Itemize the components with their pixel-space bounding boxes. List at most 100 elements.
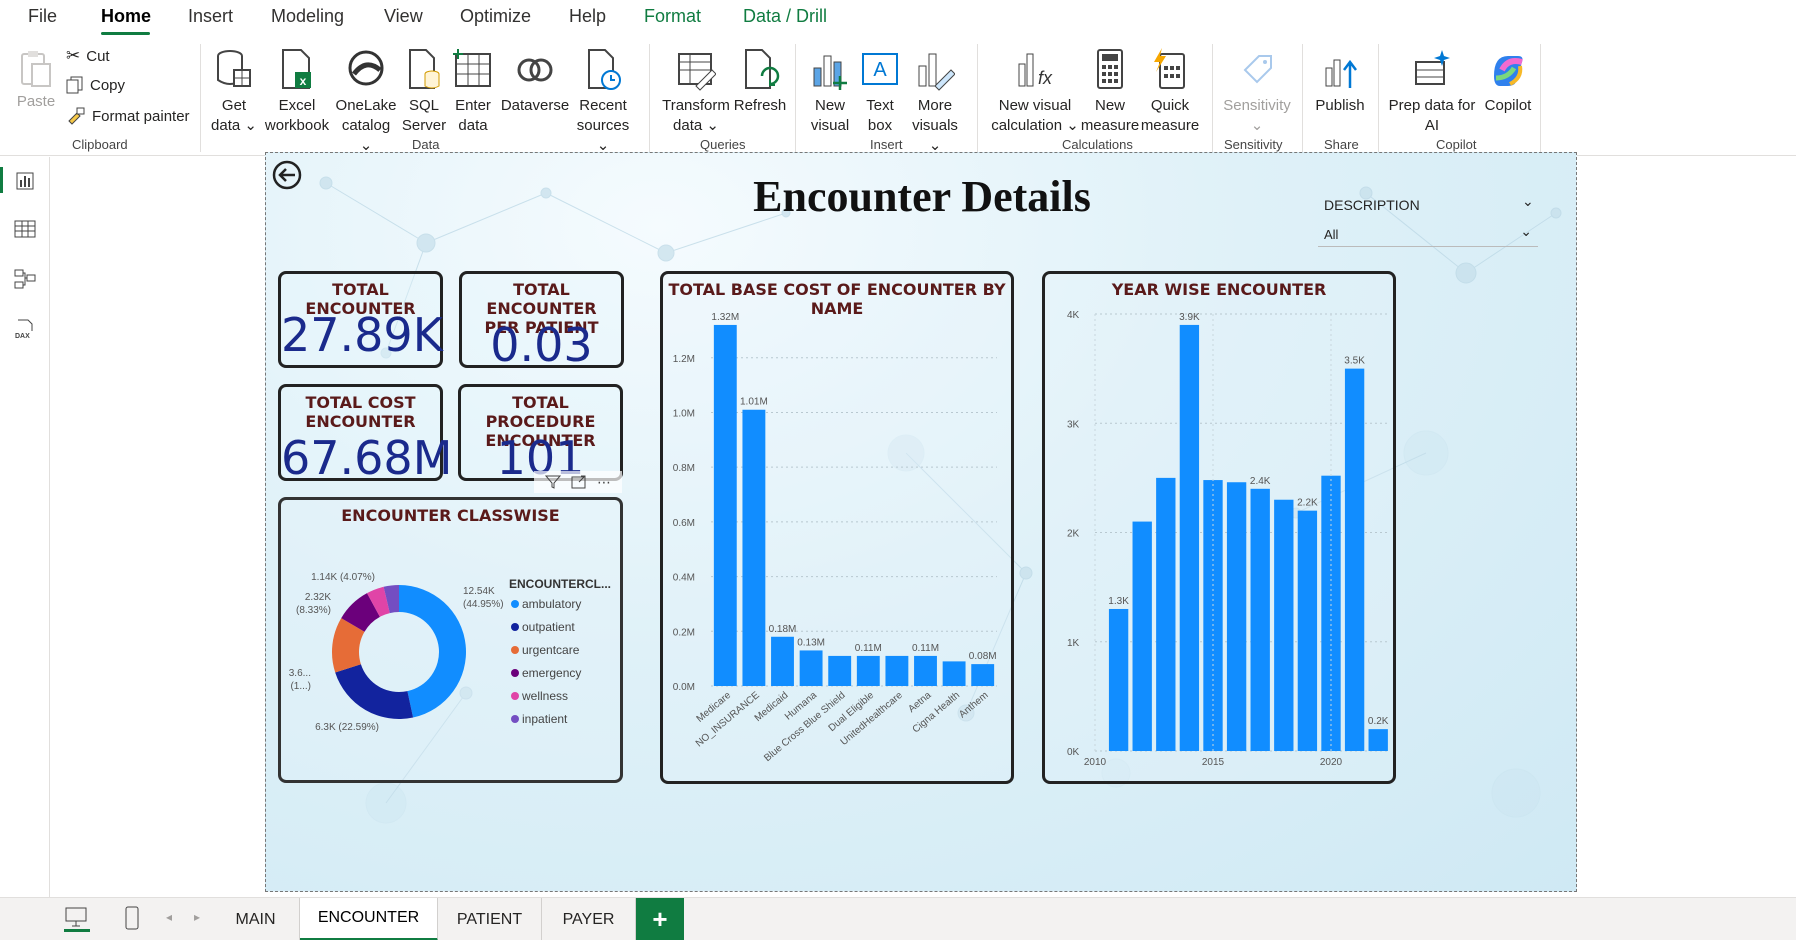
prep-data-for-ai-button[interactable]: Prep data for AI bbox=[1384, 48, 1480, 136]
kpi-card-encounter-per-patient[interactable]: TOTAL ENCOUNTER PER PATIENT 0.03 bbox=[459, 271, 624, 372]
menu-optimize[interactable]: Optimize bbox=[460, 6, 532, 26]
page-tab-encounter[interactable]: ENCOUNTER bbox=[300, 898, 438, 940]
recent-sources-button[interactable]: Recent sources ⌄ bbox=[570, 48, 636, 156]
card-title-line-1: TOTAL ENCOUNTER bbox=[486, 280, 597, 318]
bar-chart-icon bbox=[16, 172, 34, 190]
card-title-line-1: TOTAL PROCEDURE bbox=[485, 393, 596, 431]
desktop-layout-button[interactable] bbox=[64, 906, 90, 932]
kpi-card-total-procedure-encounter[interactable]: TOTAL PROCEDURE ENCOUNTER 101 bbox=[458, 384, 623, 485]
cut-button[interactable]: ✂ Cut bbox=[66, 46, 110, 66]
bar-Medicaid bbox=[771, 636, 794, 686]
more-options-icon[interactable]: ⋯ bbox=[597, 473, 611, 490]
chevron-down-icon[interactable]: ⌄ bbox=[1522, 193, 1534, 209]
cut-label: Cut bbox=[86, 47, 110, 65]
text-box-icon: A bbox=[862, 53, 898, 85]
y-tick-label: 0K bbox=[1067, 747, 1080, 758]
onelake-label-2: catalog ⌄ bbox=[341, 117, 391, 154]
enter-data-label-2: data bbox=[458, 117, 488, 134]
legend-marker-urgentcare bbox=[511, 646, 519, 654]
sensitivity-icon bbox=[1243, 55, 1272, 84]
refresh-button[interactable]: Refresh bbox=[732, 48, 788, 116]
text-box-button[interactable]: A Text box bbox=[856, 48, 904, 136]
new-visual-button[interactable]: New visual bbox=[802, 48, 858, 136]
new-measure-button[interactable]: New measure bbox=[1080, 48, 1140, 136]
active-view-indicator bbox=[0, 167, 3, 193]
description-slicer-dropdown[interactable]: All ⌄ bbox=[1318, 221, 1538, 247]
sql-server-button[interactable]: SQL Server bbox=[400, 48, 448, 136]
menu-insert[interactable]: Insert bbox=[188, 6, 234, 26]
model-view-button[interactable] bbox=[11, 265, 39, 293]
copy-button[interactable]: Copy bbox=[66, 76, 125, 94]
prep-data-ai-icon bbox=[1415, 50, 1450, 85]
excel-workbook-button[interactable]: x Excel workbook bbox=[262, 48, 332, 136]
bar-Dual Eligible bbox=[856, 655, 880, 686]
x-tick-label: 2010 bbox=[1084, 757, 1107, 768]
focus-mode-icon[interactable] bbox=[571, 474, 587, 490]
refresh-icon bbox=[745, 49, 780, 89]
base-cost-by-payer-visual[interactable]: TOTAL BASE COST OF ENCOUNTER BY NAME 0.0… bbox=[660, 271, 1014, 784]
new-visual-label-1: New bbox=[814, 97, 845, 114]
card-value: 27.89K bbox=[281, 308, 443, 362]
menu-file[interactable]: File bbox=[28, 6, 58, 26]
scroll-left-icon[interactable]: ◂ bbox=[166, 910, 173, 924]
menu-modeling[interactable]: Modeling bbox=[271, 6, 345, 26]
back-arrow-button[interactable] bbox=[271, 159, 303, 191]
mobile-layout-button[interactable] bbox=[124, 906, 144, 932]
new-visual-label-2: visual bbox=[810, 117, 850, 134]
menu-help[interactable]: Help bbox=[569, 6, 607, 26]
copilot-button[interactable]: Copilot bbox=[1476, 48, 1540, 116]
slicer-selected-value: All bbox=[1324, 227, 1339, 242]
copy-icon bbox=[66, 76, 83, 94]
year-wise-encounter-visual[interactable]: YEAR WISE ENCOUNTER 0K 1K 2K 3K 4K 1.3K 3.9K 2.… bbox=[1042, 271, 1396, 784]
more-visuals-button[interactable]: More visuals ⌄ bbox=[904, 48, 966, 156]
x-tick-label: 2015 bbox=[1202, 757, 1225, 768]
filter-icon[interactable] bbox=[545, 474, 561, 490]
enter-data-label-1: Enter bbox=[455, 97, 491, 114]
page-tab-main[interactable]: MAIN bbox=[212, 898, 300, 940]
menu-home[interactable]: Home bbox=[101, 6, 152, 26]
get-data-button[interactable]: Get data ⌄ bbox=[208, 48, 260, 136]
quick-measure-icon bbox=[1154, 48, 1185, 89]
add-page-button[interactable]: + bbox=[636, 898, 684, 940]
donut-chart: 12.54K (44.95%) 6.3K (22.59%) 3.6... (1...) 2… bbox=[289, 572, 611, 733]
table-view-button[interactable] bbox=[11, 215, 39, 243]
sql-label-1: SQL bbox=[408, 97, 439, 114]
paste-button[interactable]: Paste bbox=[12, 48, 60, 112]
transform-data-button[interactable]: Transform data ⌄ bbox=[660, 48, 732, 136]
bar-NO_INSURANCE bbox=[742, 409, 766, 686]
scroll-right-icon[interactable]: ▸ bbox=[194, 910, 201, 924]
publish-button[interactable]: Publish bbox=[1308, 48, 1372, 116]
menu-data-drill[interactable]: Data / Drill bbox=[743, 6, 828, 26]
bar-data-label: 0.13M bbox=[797, 637, 825, 648]
visual-header-toolbar: ⋯ bbox=[534, 471, 622, 493]
copilot-icon bbox=[1494, 56, 1523, 86]
y-tick-label: 1K bbox=[1067, 638, 1080, 649]
quick-measure-button[interactable]: Quick measure bbox=[1140, 48, 1200, 136]
page-tab-patient[interactable]: PATIENT bbox=[438, 898, 542, 940]
new-visual-calculation-button[interactable]: fx New visual calculation ⌄ bbox=[984, 48, 1086, 136]
donut-chart-title: ENCOUNTER CLASSWISE bbox=[341, 506, 560, 525]
report-view-button[interactable] bbox=[11, 167, 39, 195]
ribbon-separator bbox=[649, 44, 650, 152]
dax-query-view-button[interactable]: DAX bbox=[11, 315, 39, 343]
bar-year-2016 bbox=[1226, 482, 1247, 751]
legend-marker-wellness bbox=[511, 692, 519, 700]
legend-marker-outpatient bbox=[511, 623, 519, 631]
dataverse-button[interactable]: Dataverse bbox=[500, 48, 570, 116]
bar-data-label: 1.01M bbox=[740, 397, 768, 408]
onelake-catalog-button[interactable]: OneLake catalog ⌄ bbox=[334, 48, 398, 156]
menu-view[interactable]: View bbox=[384, 6, 423, 26]
page-tab-payer[interactable]: PAYER bbox=[542, 898, 636, 940]
encounter-classwise-visual[interactable]: ENCOUNTER CLASSWISE 12.54K (44.95%) 6.3K (… bbox=[278, 497, 623, 783]
bar-year-2012 bbox=[1132, 521, 1152, 751]
chevron-down-icon: ⌄ bbox=[1250, 117, 1264, 134]
kpi-card-total-encounter[interactable]: TOTAL ENCOUNTER 27.89K bbox=[278, 271, 443, 368]
enter-data-button[interactable]: Enter data bbox=[450, 48, 496, 136]
refresh-label: Refresh bbox=[733, 97, 787, 114]
sensitivity-button[interactable]: Sensitivity ⌄ bbox=[1218, 48, 1296, 136]
format-painter-button[interactable]: Format painter bbox=[66, 106, 190, 126]
y-tick-label: 4K bbox=[1067, 310, 1080, 321]
bar-data-label: 1.3K bbox=[1108, 596, 1129, 607]
kpi-card-total-cost-encounter[interactable]: TOTAL COST ENCOUNTER 67.68M bbox=[278, 384, 452, 485]
menu-format[interactable]: Format bbox=[644, 6, 702, 26]
